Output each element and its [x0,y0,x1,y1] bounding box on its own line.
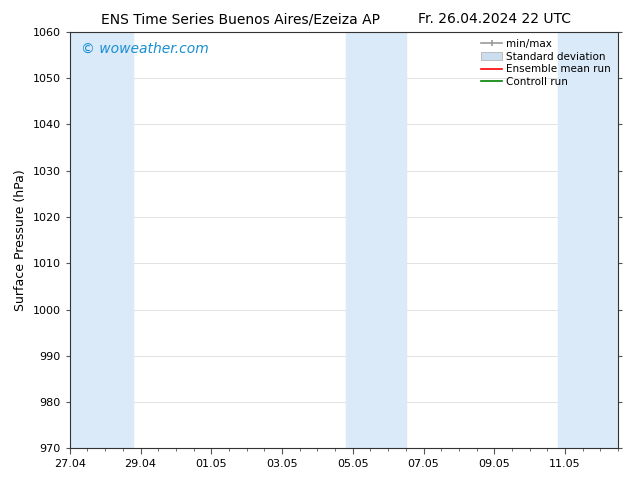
Text: © woweather.com: © woweather.com [81,42,209,56]
Bar [558,32,618,448]
Text: Fr. 26.04.2024 22 UTC: Fr. 26.04.2024 22 UTC [418,12,571,26]
Bar [70,32,133,448]
Text: ENS Time Series Buenos Aires/Ezeiza AP: ENS Time Series Buenos Aires/Ezeiza AP [101,12,380,26]
Y-axis label: Surface Pressure (hPa): Surface Pressure (hPa) [14,169,27,311]
Legend: min/max, Standard deviation, Ensemble mean run, Controll run: min/max, Standard deviation, Ensemble me… [479,37,613,89]
Bar [346,32,406,448]
